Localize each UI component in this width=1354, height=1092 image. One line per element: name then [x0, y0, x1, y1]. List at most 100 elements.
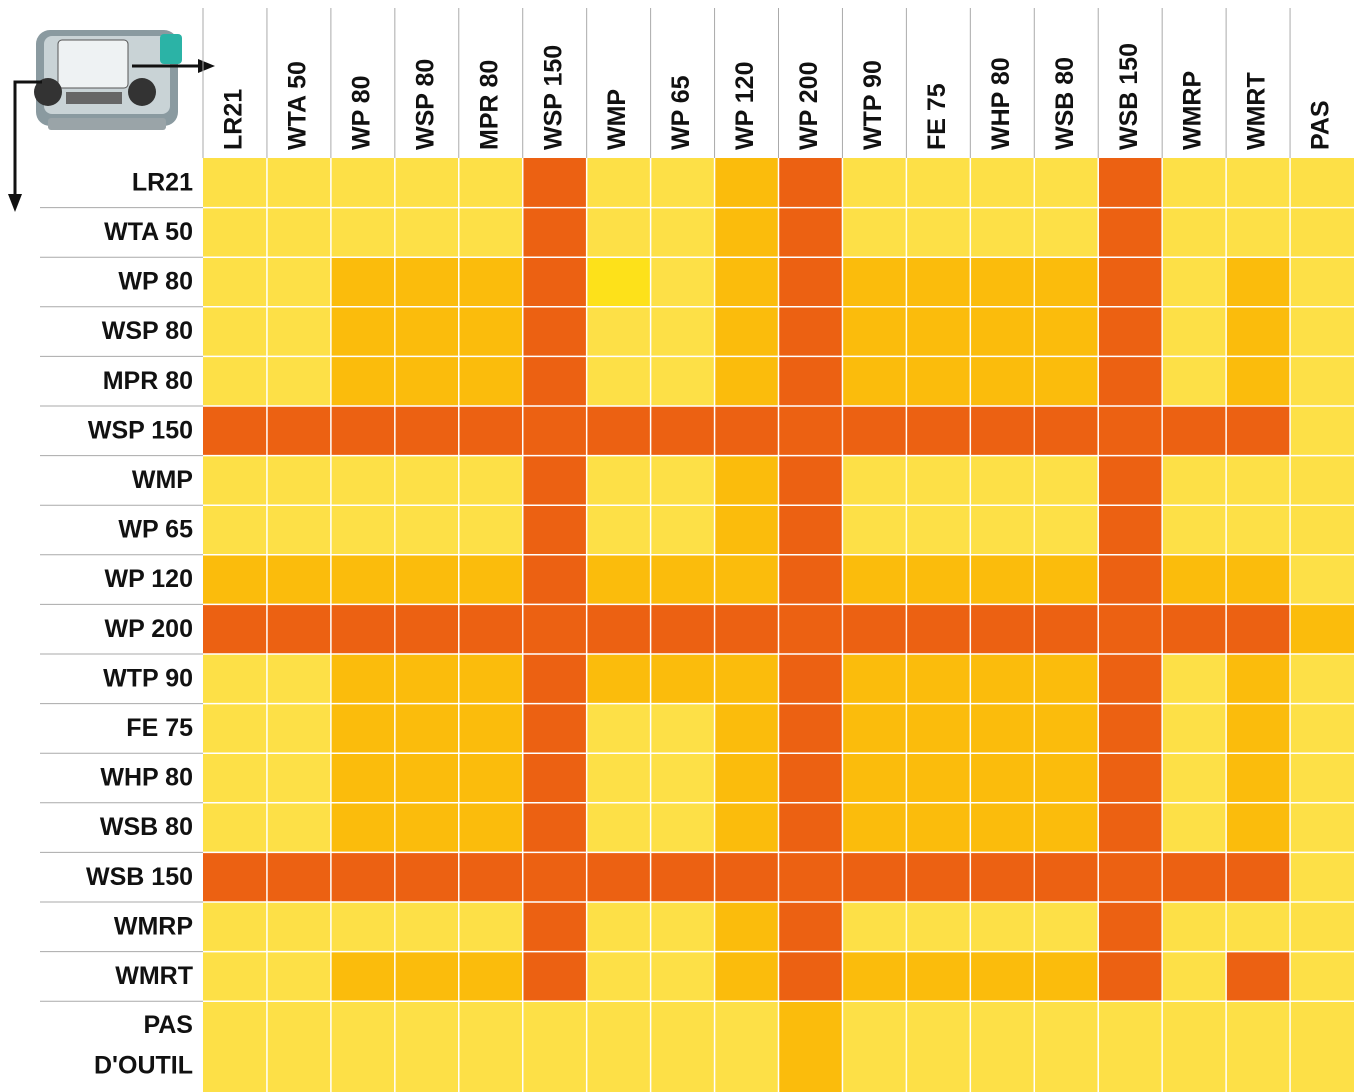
column-label: WMRT: [1243, 72, 1271, 150]
cell: [331, 852, 395, 902]
cell: [203, 803, 267, 853]
cell: [779, 456, 843, 506]
cell: [267, 555, 331, 605]
cell: [1098, 952, 1162, 1002]
cell: [970, 456, 1034, 506]
cell: [267, 356, 331, 406]
row-label: PAS: [143, 1011, 193, 1039]
cell: [1226, 852, 1290, 902]
cell: [970, 704, 1034, 754]
cell: [1034, 257, 1098, 307]
cell: [267, 604, 331, 654]
column-label: WTA 50: [284, 61, 312, 150]
cell: [203, 406, 267, 456]
cell: [779, 505, 843, 555]
cell: [331, 456, 395, 506]
cell: [1290, 307, 1354, 357]
cell: [203, 902, 267, 952]
cell: [203, 753, 267, 803]
cell: [715, 604, 779, 654]
cell: [523, 604, 587, 654]
cell: [1034, 1001, 1098, 1092]
cell: [906, 704, 970, 754]
cell: [906, 208, 970, 258]
cell: [651, 1001, 715, 1092]
cell: [203, 654, 267, 704]
cell: [651, 456, 715, 506]
cell: [1034, 158, 1098, 208]
cell: [203, 456, 267, 506]
column-label: WP 120: [731, 62, 759, 150]
cell: [1290, 704, 1354, 754]
cell: [203, 604, 267, 654]
cell: [587, 456, 651, 506]
cell: [906, 952, 970, 1002]
row-label: WMRT: [115, 962, 193, 990]
cell: [1098, 1001, 1162, 1092]
cell: [1226, 257, 1290, 307]
cell: [203, 356, 267, 406]
cell: [779, 307, 843, 357]
cell: [842, 307, 906, 357]
cell: [906, 555, 970, 605]
cell: [331, 753, 395, 803]
column-label: PAS: [1307, 100, 1335, 150]
cell: [1226, 803, 1290, 853]
cell: [395, 1001, 459, 1092]
cell: [587, 1001, 651, 1092]
cell: [1098, 555, 1162, 605]
cell: [1226, 406, 1290, 456]
cell: [651, 604, 715, 654]
cell: [267, 307, 331, 357]
cell: [1162, 803, 1226, 853]
cell: [842, 208, 906, 258]
cell: [970, 356, 1034, 406]
cell: [587, 257, 651, 307]
cell: [331, 654, 395, 704]
column-label: WP 200: [795, 62, 823, 150]
cell: [1162, 902, 1226, 952]
row-label: WP 200: [105, 615, 193, 643]
cell: [1226, 952, 1290, 1002]
column-label: FE 75: [923, 83, 951, 150]
cell: [203, 505, 267, 555]
cell: [779, 604, 843, 654]
cell: [970, 307, 1034, 357]
cell: [331, 505, 395, 555]
column-label: WP 80: [347, 75, 375, 150]
cell: [395, 852, 459, 902]
cell: [587, 704, 651, 754]
cell: [1226, 208, 1290, 258]
cell: [1290, 257, 1354, 307]
cell: [1290, 1001, 1354, 1092]
cell: [842, 704, 906, 754]
column-label: WMRP: [1179, 71, 1207, 150]
cell: [970, 406, 1034, 456]
row-label: WP 120: [105, 565, 193, 593]
cell: [842, 257, 906, 307]
cell: [1290, 505, 1354, 555]
cell: [715, 356, 779, 406]
cell: [779, 803, 843, 853]
cell: [459, 952, 523, 1002]
cell: [1290, 803, 1354, 853]
cell: [1098, 753, 1162, 803]
cell: [715, 852, 779, 902]
cell: [203, 307, 267, 357]
cell: [1098, 208, 1162, 258]
cell: [395, 158, 459, 208]
cell: [1290, 952, 1354, 1002]
cell: [1290, 406, 1354, 456]
cell: [331, 902, 395, 952]
cell: [970, 604, 1034, 654]
column-label: WSB 80: [1051, 57, 1079, 150]
cell: [906, 505, 970, 555]
cell: [523, 158, 587, 208]
cell: [459, 257, 523, 307]
cell: [906, 604, 970, 654]
cell: [267, 952, 331, 1002]
cell: [267, 1001, 331, 1092]
cell: [1162, 505, 1226, 555]
cell: [906, 456, 970, 506]
cell: [779, 753, 843, 803]
